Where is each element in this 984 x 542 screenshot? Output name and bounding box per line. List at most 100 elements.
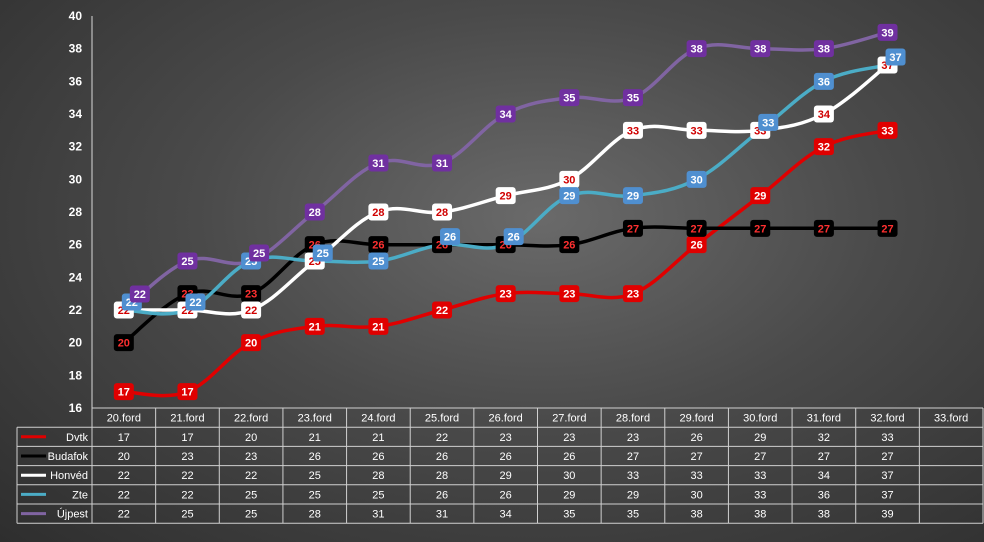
table-cell: 26 bbox=[500, 451, 512, 463]
table-cell: 38 bbox=[690, 509, 702, 521]
data-label: 34 bbox=[500, 109, 513, 121]
data-label-box bbox=[559, 285, 580, 303]
table-cell: 30 bbox=[690, 489, 702, 501]
data-label: 17 bbox=[181, 387, 193, 399]
table-cell: 21 bbox=[372, 432, 384, 444]
data-label: 23 bbox=[563, 289, 575, 301]
data-label: 26 bbox=[690, 240, 702, 252]
table-cell: 29 bbox=[500, 470, 512, 482]
data-label-box bbox=[622, 121, 643, 139]
table-cell: 25 bbox=[245, 489, 257, 501]
data-label-box bbox=[750, 187, 771, 205]
data-label-box bbox=[185, 293, 206, 311]
data-label: 32 bbox=[818, 142, 830, 154]
table-cell: 28 bbox=[309, 509, 321, 521]
data-label: 34 bbox=[818, 109, 831, 121]
data-label-box bbox=[432, 154, 453, 172]
data-label: 20 bbox=[245, 338, 257, 350]
data-label-box bbox=[368, 236, 389, 254]
table-cell: 33 bbox=[754, 489, 766, 501]
data-label: 31 bbox=[372, 158, 384, 170]
table-cell: 26 bbox=[563, 451, 575, 463]
table-cell: 26 bbox=[436, 451, 448, 463]
x-tick-label: 32.ford bbox=[870, 413, 904, 425]
table-cell: 26 bbox=[500, 489, 512, 501]
x-tick-label: 24.ford bbox=[361, 413, 395, 425]
data-label: 31 bbox=[436, 158, 448, 170]
y-tick-label: 26 bbox=[69, 238, 83, 252]
data-label-box bbox=[622, 285, 643, 303]
x-tick-label: 22.ford bbox=[234, 413, 268, 425]
data-label-box bbox=[813, 105, 834, 123]
data-label-box bbox=[813, 72, 834, 90]
data-label: 30 bbox=[563, 174, 575, 186]
data-label: 35 bbox=[563, 93, 575, 105]
data-label-box bbox=[750, 219, 771, 237]
data-label-box bbox=[877, 121, 898, 139]
x-tick-label: 30.ford bbox=[743, 413, 777, 425]
data-label: 28 bbox=[436, 207, 448, 219]
data-label-box bbox=[368, 154, 389, 172]
table-cell: 22 bbox=[181, 470, 193, 482]
data-label: 36 bbox=[818, 76, 830, 88]
table-cell: 33 bbox=[754, 470, 766, 482]
data-label: 27 bbox=[881, 223, 893, 235]
data-label: 33 bbox=[690, 125, 702, 137]
table-cell: 21 bbox=[309, 432, 321, 444]
x-tick-label: 20.ford bbox=[107, 413, 141, 425]
table-cell: 27 bbox=[881, 451, 893, 463]
table-cell: 32 bbox=[818, 432, 830, 444]
data-label: 29 bbox=[500, 191, 512, 203]
data-label: 29 bbox=[627, 191, 639, 203]
table-cell: 31 bbox=[436, 509, 448, 521]
y-tick-label: 20 bbox=[69, 336, 83, 350]
table-cell: 33 bbox=[881, 432, 893, 444]
data-label: 21 bbox=[309, 321, 321, 333]
y-tick-label: 18 bbox=[69, 368, 83, 382]
data-label: 38 bbox=[818, 44, 830, 56]
table-cell: 29 bbox=[563, 489, 575, 501]
data-label: 23 bbox=[245, 289, 257, 301]
data-label-box bbox=[113, 383, 134, 401]
x-tick-label: 23.ford bbox=[298, 413, 332, 425]
data-label: 23 bbox=[500, 289, 512, 301]
table-cell: 26 bbox=[309, 451, 321, 463]
data-label: 26 bbox=[563, 240, 575, 252]
data-label: 26 bbox=[372, 240, 384, 252]
data-label-box bbox=[368, 203, 389, 221]
data-label-box bbox=[495, 285, 516, 303]
data-label-box bbox=[622, 187, 643, 205]
table-cell: 22 bbox=[118, 470, 130, 482]
data-label: 30 bbox=[690, 174, 702, 186]
table-cell: 22 bbox=[118, 509, 130, 521]
data-label-box bbox=[241, 285, 262, 303]
data-label: 33 bbox=[881, 125, 893, 137]
data-label-box bbox=[813, 138, 834, 156]
y-tick-label: 40 bbox=[69, 9, 83, 23]
data-label: 25 bbox=[181, 256, 193, 268]
data-label-box bbox=[503, 228, 524, 246]
x-tick-label: 31.ford bbox=[807, 413, 841, 425]
data-label-box bbox=[368, 252, 389, 270]
data-label-box bbox=[877, 23, 898, 41]
x-tick-label: 21.ford bbox=[170, 413, 204, 425]
table-cell: 29 bbox=[627, 489, 639, 501]
chart-axes: 16 18 20 22 24 26 28 30 32 34 36 38 40 bbox=[69, 9, 93, 415]
data-label-box bbox=[113, 334, 134, 352]
table-cell: 27 bbox=[818, 451, 830, 463]
data-label: 33 bbox=[627, 125, 639, 137]
series-lines bbox=[122, 30, 890, 398]
legend-label: Budafok bbox=[48, 451, 89, 463]
table-cell: 28 bbox=[436, 470, 448, 482]
data-label: 38 bbox=[754, 44, 766, 56]
data-label: 25 bbox=[317, 248, 329, 260]
data-label-box bbox=[559, 236, 580, 254]
table-cell: 20 bbox=[245, 432, 257, 444]
data-label: 33 bbox=[762, 117, 774, 129]
table-cell: 22 bbox=[118, 489, 130, 501]
table-cell: 29 bbox=[754, 432, 766, 444]
data-label: 22 bbox=[134, 289, 146, 301]
data-label-box bbox=[559, 89, 580, 107]
data-label-box bbox=[440, 228, 461, 246]
